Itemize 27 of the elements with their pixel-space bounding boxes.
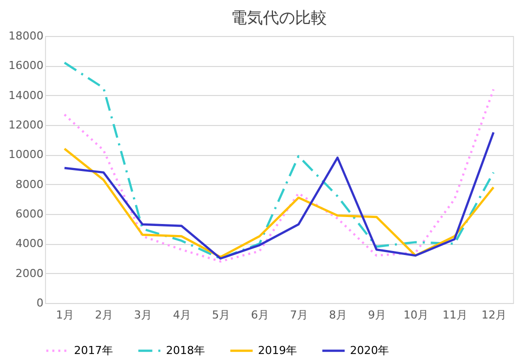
x-tick-label: 8月: [329, 308, 347, 322]
x-tick-label: 7月: [290, 308, 308, 322]
x-tick-label: 1月: [56, 308, 74, 322]
x-tick-label: 3月: [134, 308, 152, 322]
x-tick-label: 6月: [251, 308, 269, 322]
x-tick-label: 11月: [442, 308, 468, 322]
y-tick-label: 14000: [8, 88, 44, 102]
y-tick-label: 18000: [8, 30, 44, 42]
y-tick-label: 10000: [8, 148, 44, 162]
legend-label: 2018年: [166, 344, 205, 357]
legend-label: 2017年: [74, 344, 113, 357]
legend-label: 2020年: [350, 344, 389, 357]
y-tick-label: 8000: [16, 178, 44, 191]
y-tick-label: 6000: [16, 208, 44, 220]
y-tick-label: 12000: [8, 118, 44, 132]
y-tick-label: 2000: [16, 266, 44, 280]
legend-label: 2019年: [258, 344, 297, 357]
x-tick-label: 10月: [404, 308, 428, 322]
y-tick-label: 0: [36, 296, 44, 310]
x-tick-label: 2月: [95, 308, 113, 322]
x-tick-label: 12月: [482, 308, 506, 322]
x-tick-label: 9月: [368, 308, 386, 322]
x-tick-label: 4月: [173, 308, 191, 322]
x-tick-label: 5月: [212, 308, 230, 322]
y-tick-label: 16000: [8, 59, 44, 72]
chart-title: 電気代の比較: [231, 8, 327, 27]
y-tick-label: 4000: [16, 237, 44, 250]
